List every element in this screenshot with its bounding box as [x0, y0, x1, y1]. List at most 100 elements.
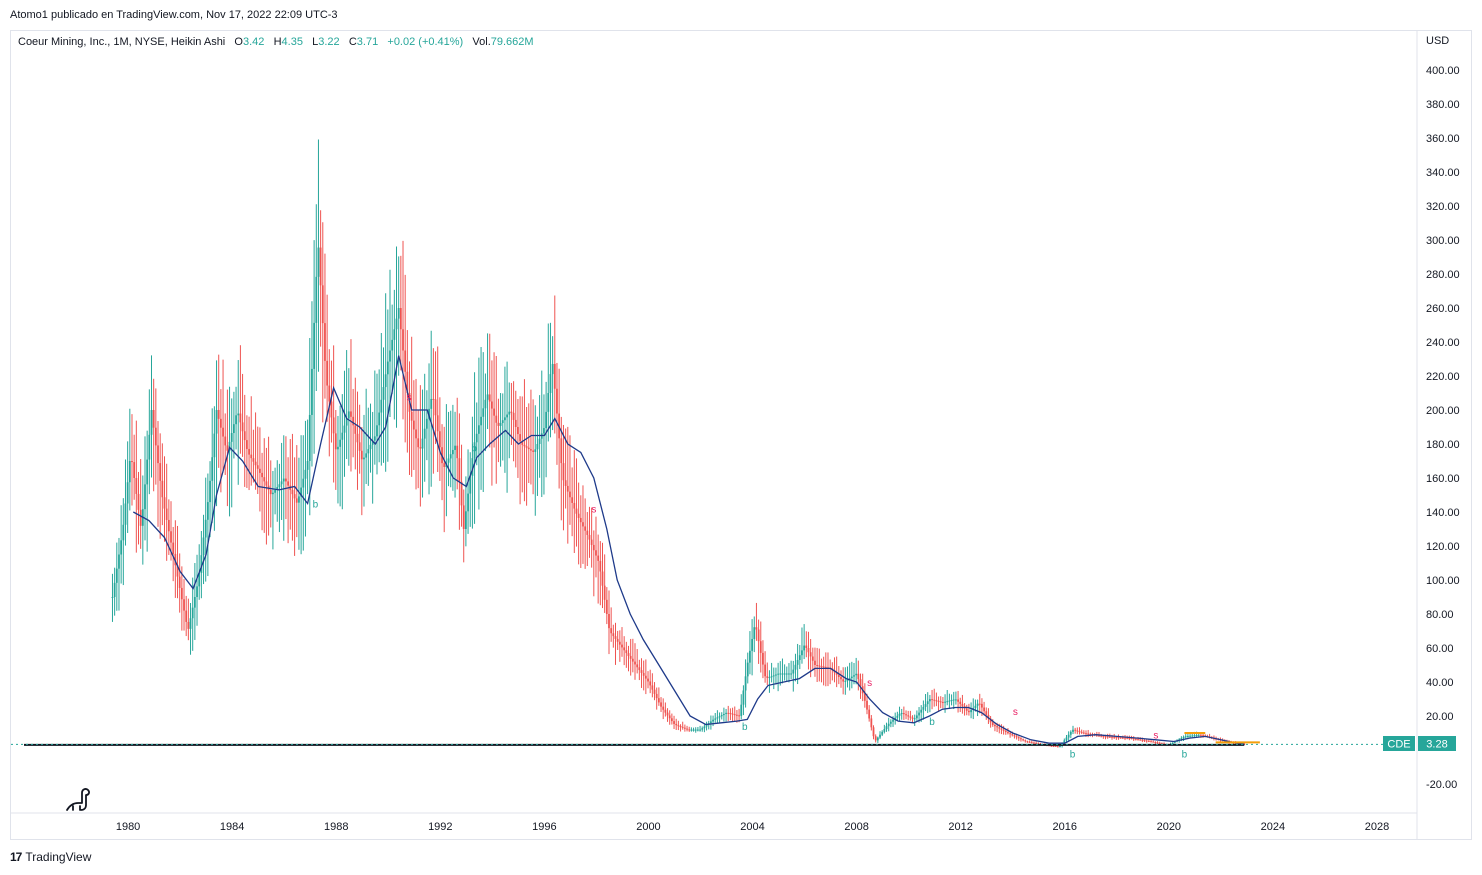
price-tick-label: 360.00: [1426, 133, 1460, 145]
candle-body: [222, 427, 224, 437]
candle-body: [798, 655, 801, 661]
candle-body: [512, 412, 515, 420]
candle-body: [1063, 740, 1066, 744]
candle-body: [820, 665, 823, 667]
currency-label[interactable]: USD: [1426, 35, 1450, 47]
candle-body: [256, 465, 259, 469]
price-axis[interactable]: -20.00 20.00 40.00 60.00 80.00 100.00 120.00 14…: [1426, 65, 1460, 791]
time-tick-label: 1984: [220, 821, 244, 833]
candle-body: [118, 554, 120, 569]
candle-body: [1187, 736, 1189, 738]
candle-body: [1171, 742, 1174, 744]
candle-body: [736, 714, 738, 716]
price-tick-label: 140.00: [1426, 507, 1460, 519]
candle-body: [1184, 736, 1187, 738]
candle-body: [855, 673, 858, 676]
candle-body: [499, 423, 502, 426]
candle-body: [157, 445, 159, 464]
candle-body: [506, 414, 508, 418]
candle-body: [1022, 739, 1025, 741]
candle-body: [399, 308, 402, 330]
moving-average-group: [132, 355, 1260, 745]
candle-body: [989, 718, 992, 723]
candle-body: [662, 706, 665, 710]
candle-body: [603, 585, 606, 600]
candle-body: [694, 729, 697, 731]
price-tick-label: 80.00: [1426, 609, 1454, 621]
candle-body: [263, 477, 266, 482]
candle-body: [319, 247, 322, 286]
candle-body: [1124, 737, 1126, 739]
footer-brand[interactable]: 17 TradingView: [10, 850, 91, 864]
candle-body: [801, 650, 803, 656]
candle-body: [696, 729, 699, 731]
candle-body: [170, 531, 172, 543]
footer-brand-text: TradingView: [25, 850, 92, 864]
candle-body: [434, 399, 437, 416]
candle-body: [462, 505, 465, 529]
candle-body: [287, 481, 289, 486]
candle-body: [152, 410, 155, 428]
candle-body: [150, 410, 153, 435]
price-tick-label: 400.00: [1426, 65, 1460, 77]
candle-body: [1139, 739, 1142, 741]
candle-body: [456, 445, 459, 459]
candle-body: [874, 736, 877, 741]
time-axis[interactable]: 1980 1984 1988 1992 1996 2000 2004 2008 2012 2016…: [116, 821, 1389, 833]
candle-body: [527, 447, 530, 450]
candle-body: [111, 597, 114, 598]
candle-body: [896, 715, 899, 718]
dino-icon[interactable]: [64, 785, 94, 813]
candle-body: [235, 415, 237, 425]
time-tick-label: 2024: [1261, 821, 1285, 833]
candle-body: [1130, 738, 1133, 740]
candle-body: [226, 445, 229, 451]
candle-body: [965, 708, 968, 711]
candle-body: [701, 728, 704, 730]
candle-body: [1015, 736, 1018, 738]
symbol-description[interactable]: Coeur Mining, Inc., 1M, NYSE, Heikin Ash…: [18, 36, 226, 48]
candle-body: [1007, 732, 1009, 734]
signal-marker: b: [929, 717, 935, 728]
candle-body: [345, 418, 348, 426]
candle-body: [404, 350, 407, 372]
candle-body: [308, 414, 311, 461]
candle-body: [1002, 729, 1005, 731]
candle-body: [647, 678, 649, 682]
candle-body: [605, 599, 608, 614]
candle-body: [974, 705, 977, 708]
candle-body: [629, 655, 632, 659]
time-tick-label: 1980: [116, 821, 140, 833]
candle-body: [347, 411, 350, 419]
candle-body: [1143, 740, 1146, 742]
candle-body: [274, 489, 276, 493]
candle-body: [371, 440, 374, 445]
candle-body: [790, 673, 793, 675]
candle-body: [334, 433, 337, 450]
candle-body: [330, 401, 333, 418]
candle-body: [423, 428, 426, 439]
candle-body: [664, 709, 667, 713]
price-tick-label: 320.00: [1426, 201, 1460, 213]
candle-body: [785, 673, 788, 675]
candle-body: [228, 441, 231, 451]
candle-body: [915, 715, 918, 719]
price-tick-label: 180.00: [1426, 439, 1460, 451]
ticker-badge-text: CDE: [1387, 739, 1410, 751]
publisher-line: Atomo1 publicado en TradingView.com, Nov…: [10, 9, 338, 21]
candle-body: [352, 416, 355, 426]
candle-body: [928, 699, 931, 702]
candle-body: [354, 425, 357, 434]
candle-body: [863, 693, 866, 701]
candle-body: [811, 656, 814, 661]
candle-body: [608, 614, 610, 629]
candle-body: [933, 699, 936, 701]
candle-body: [714, 718, 717, 720]
candle-body: [172, 542, 175, 554]
candle-body: [577, 513, 580, 518]
candle-body: [772, 675, 775, 677]
candle-body: [809, 652, 812, 657]
candle-body: [146, 459, 149, 485]
candle-body: [998, 727, 1001, 729]
